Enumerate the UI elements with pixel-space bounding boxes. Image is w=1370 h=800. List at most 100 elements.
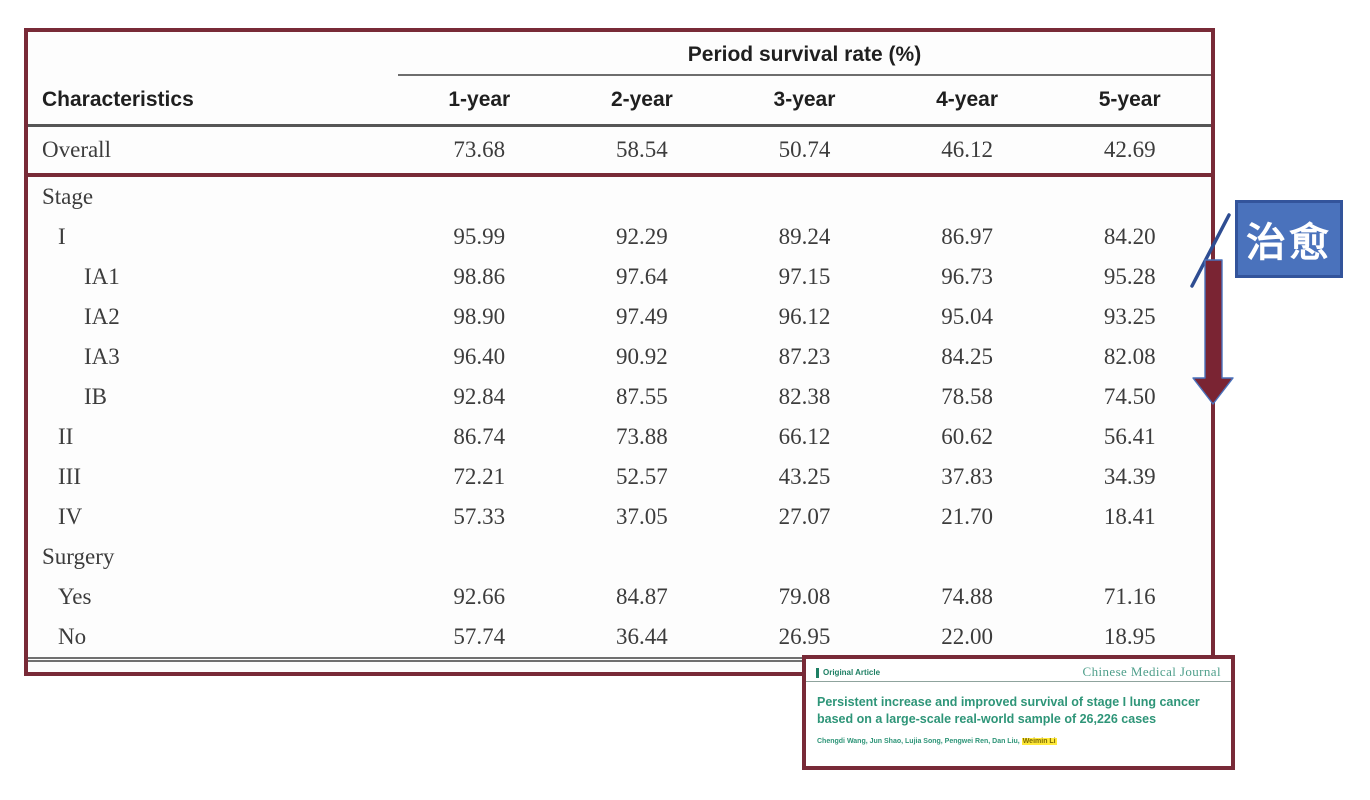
cell-value: 93.25 xyxy=(1103,304,1156,329)
cell-value: 71.16 xyxy=(1103,584,1156,609)
table-row: IV 57.33 37.05 27.07 21.70 18.41 xyxy=(28,497,1211,537)
cell-value: 84.20 xyxy=(1103,224,1156,249)
table-row: III 72.21 52.57 43.25 37.83 34.39 xyxy=(28,457,1211,497)
col-header-year: 3-year xyxy=(723,75,886,127)
column-header-row: Characteristics 1-year 2-year 3-year 4-year… xyxy=(28,75,1211,127)
cell-value: 79.08 xyxy=(778,584,831,609)
corner-cell xyxy=(28,32,398,75)
row-label: Overall xyxy=(28,125,398,177)
table-row: Surgery xyxy=(28,537,1211,577)
cell-value: 90.92 xyxy=(616,344,668,369)
cell-value: 37.83 xyxy=(941,464,993,489)
cell-value: 22.00 xyxy=(885,617,1049,662)
table-row: Overall 73.68 58.54 50.74 46.12 42.69 xyxy=(28,125,1211,177)
cell-value: 18.95 xyxy=(1048,617,1211,662)
cell-value: 98.86 xyxy=(453,264,506,289)
cell-value: 92.84 xyxy=(453,384,506,409)
row-label: IA2 xyxy=(84,304,120,329)
cell-value xyxy=(886,175,1049,217)
table-head: Period survival rate (%) Characteristics… xyxy=(28,32,1211,127)
cure-badge: 治愈 xyxy=(1235,200,1343,278)
cell-value: 97.49 xyxy=(616,304,668,329)
cell-value: 50.74 xyxy=(723,125,886,177)
table-row: IA3 96.40 90.92 87.23 84.25 82.08 xyxy=(28,337,1211,377)
col-header-year: 1-year xyxy=(398,75,561,127)
cell-value: 86.74 xyxy=(453,424,506,449)
cell-value: 26.95 xyxy=(723,617,886,662)
cell-value: 95.04 xyxy=(941,304,993,329)
cell-value: 73.68 xyxy=(398,125,561,177)
article-authors: Chengdi Wang, Jun Shao, Lujia Song, Peng… xyxy=(817,738,1220,745)
cell-value: 56.41 xyxy=(1103,424,1156,449)
cell-value: 96.73 xyxy=(941,264,993,289)
cell-value: 74.50 xyxy=(1103,384,1156,409)
cell-value: 72.21 xyxy=(453,464,506,489)
table-row: II 86.74 73.88 66.12 60.62 56.41 xyxy=(28,417,1211,457)
table-row: No 57.74 36.44 26.95 22.00 18.95 xyxy=(28,617,1211,662)
cell-value: 27.07 xyxy=(778,504,831,529)
cell-value: 74.88 xyxy=(941,584,993,609)
cell-value: 86.97 xyxy=(941,224,993,249)
cell-value: 82.38 xyxy=(778,384,831,409)
cell-value xyxy=(561,537,724,577)
cell-value: 36.44 xyxy=(560,617,724,662)
cell-value: 82.08 xyxy=(1103,344,1156,369)
row-label: No xyxy=(28,617,398,662)
row-label: I xyxy=(58,224,66,249)
cell-value: 18.41 xyxy=(1103,504,1156,529)
cell-value xyxy=(723,175,886,217)
period-header-row: Period survival rate (%) xyxy=(28,32,1211,76)
cell-value: 73.88 xyxy=(616,424,668,449)
cell-value: 57.33 xyxy=(453,504,506,529)
cell-value: 97.15 xyxy=(778,264,831,289)
cell-value xyxy=(723,537,886,577)
cell-value: 57.74 xyxy=(398,617,561,662)
cell-value: 46.12 xyxy=(885,125,1049,177)
row-label: IA3 xyxy=(84,344,120,369)
row-label: IV xyxy=(58,504,83,529)
down-arrow-icon xyxy=(1192,259,1234,405)
row-label: Stage xyxy=(42,184,94,209)
table-row: Stage xyxy=(28,175,1211,217)
cell-value: 43.25 xyxy=(778,464,831,489)
col-header-year: 5-year xyxy=(1048,75,1211,127)
cell-value: 92.66 xyxy=(453,584,506,609)
cell-value: 84.25 xyxy=(941,344,993,369)
cell-value: 96.12 xyxy=(778,304,831,329)
row-label: Yes xyxy=(58,584,92,609)
article-type-label: Original Article xyxy=(816,668,880,678)
row-label: II xyxy=(58,424,74,449)
cell-value xyxy=(398,175,561,217)
table-row: IA1 98.86 97.64 97.15 96.73 95.28 xyxy=(28,257,1211,297)
cell-value: 95.99 xyxy=(453,224,506,249)
cell-value: 98.90 xyxy=(453,304,506,329)
cell-value: 37.05 xyxy=(616,504,668,529)
cell-value xyxy=(561,175,724,217)
cell-value: 87.55 xyxy=(616,384,668,409)
trend-annotation xyxy=(1190,213,1234,405)
row-label: IA1 xyxy=(84,264,120,289)
cell-value: 89.24 xyxy=(778,224,831,249)
article-title: Persistent increase and improved surviva… xyxy=(817,695,1200,726)
cell-value: 87.23 xyxy=(778,344,831,369)
row-label: III xyxy=(58,464,81,489)
row-label: Surgery xyxy=(42,544,115,569)
cell-value: 97.64 xyxy=(616,264,668,289)
author-list: Chengdi Wang, Jun Shao, Lujia Song, Peng… xyxy=(817,738,1020,745)
slash-mark-icon xyxy=(1190,213,1231,288)
survival-table: Period survival rate (%) Characteristics… xyxy=(28,32,1211,662)
highlighted-author: Weimin Li xyxy=(1021,738,1057,745)
cell-value: 21.70 xyxy=(941,504,993,529)
journal-logo-text: Chinese Medical Journal xyxy=(1082,664,1221,679)
cell-value xyxy=(886,537,1049,577)
citation-card: Original Article Chinese Medical Journal… xyxy=(802,655,1235,770)
cell-value xyxy=(1048,537,1211,577)
table-row: IA2 98.90 97.49 96.12 95.04 93.25 xyxy=(28,297,1211,337)
table-body: Overall 73.68 58.54 50.74 46.12 42.69 Stage I 95… xyxy=(28,125,1211,662)
cell-value: 58.54 xyxy=(560,125,724,177)
row-label: IB xyxy=(84,384,107,409)
cell-value: 78.58 xyxy=(941,384,993,409)
cell-value: 92.29 xyxy=(616,224,668,249)
table-row: I 95.99 92.29 89.24 86.97 84.20 xyxy=(28,217,1211,257)
